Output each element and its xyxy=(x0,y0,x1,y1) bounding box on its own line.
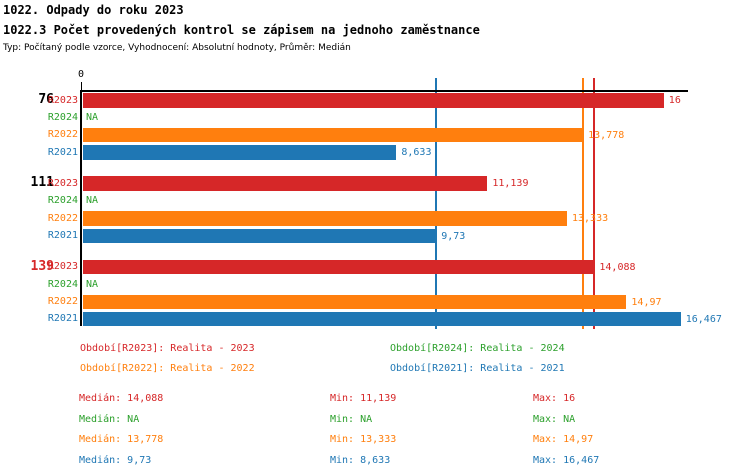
row-label-r2023: R2023 xyxy=(47,261,78,273)
bar-r2021 xyxy=(83,311,681,327)
bar-r2022 xyxy=(83,294,627,309)
group-label-111: 111 xyxy=(30,175,54,191)
stats-min-r2021: Min: 8,633 xyxy=(330,455,390,467)
stats-median-r2024: Medián: NA xyxy=(79,414,139,426)
axis-tick-zero xyxy=(80,82,82,90)
stats-median-label: Medián: xyxy=(79,434,128,445)
median-line-r2022 xyxy=(582,78,585,329)
stats-median-r2023: Medián: 14,088 xyxy=(79,393,163,405)
stats-max-label: Max: xyxy=(533,393,564,404)
stats-max-r2023: Max: 16 xyxy=(533,393,575,405)
bar-r2023 xyxy=(83,93,664,108)
group-label-76: 76 xyxy=(38,92,54,107)
row-label-r2021: R2021 xyxy=(47,313,78,325)
stats-row-2: Medián: 13,778 Min: 13,333 Max: 14,97 xyxy=(0,434,750,448)
axis-origin-label: 0 xyxy=(77,69,85,80)
bar-value-label: 13,333 xyxy=(571,213,609,225)
legend-item-r2024: Období[R2024]: Realita - 2024 xyxy=(390,343,565,354)
stats-max-value: 16,467 xyxy=(563,455,600,466)
stats-min-label: Min: xyxy=(330,414,361,425)
na-label: NA xyxy=(86,195,99,207)
stats-min-r2022: Min: 13,333 xyxy=(330,434,396,446)
group-label-139: 139 xyxy=(30,258,54,274)
na-label: NA xyxy=(86,278,99,290)
row-label-r2024: R2024 xyxy=(47,111,78,123)
stats-median-label: Medián: xyxy=(79,414,128,425)
stats-max-value: NA xyxy=(563,414,576,425)
stats-median-value: NA xyxy=(127,414,140,425)
bar-value-label: 14,97 xyxy=(631,296,662,308)
bar-r2023 xyxy=(83,176,488,191)
bar-r2022 xyxy=(83,211,567,226)
stats-median-r2021: Medián: 9,73 xyxy=(79,455,151,467)
stats-max-label: Max: xyxy=(533,414,564,425)
stats-min-label: Min: xyxy=(330,434,361,445)
na-label: NA xyxy=(86,111,99,123)
page-title: 1022. Odpady do roku 2023 xyxy=(3,3,184,17)
median-line-r2021 xyxy=(435,78,438,329)
stats-min-value: 13,333 xyxy=(360,434,397,445)
stats-min-label: Min: xyxy=(330,393,361,404)
legend-item-r2022: Období[R2022]: Realita - 2022 xyxy=(80,363,255,374)
row-label-r2022: R2022 xyxy=(47,129,78,141)
stats-min-value: 8,633 xyxy=(360,455,391,466)
x-axis-line xyxy=(80,90,688,92)
stats-median-r2022: Medián: 13,778 xyxy=(79,434,163,446)
bar-r2022 xyxy=(83,127,584,143)
row-label-r2023: R2023 xyxy=(47,177,78,189)
bar-value-label: 14,088 xyxy=(599,261,636,273)
row-label-r2021: R2021 xyxy=(47,230,78,241)
stats-max-r2022: Max: 14,97 xyxy=(533,434,593,446)
stats-median-value: 14,088 xyxy=(127,393,164,404)
bar-r2023 xyxy=(83,259,595,275)
row-label-r2022: R2022 xyxy=(47,296,78,307)
y-axis-line xyxy=(80,90,82,326)
stats-min-r2023: Min: 11,139 xyxy=(330,393,396,405)
stats-median-value: 9,73 xyxy=(127,455,152,466)
bar-r2021 xyxy=(83,145,397,160)
stats-median-label: Medián: xyxy=(79,455,128,466)
stats-row-0: Medián: 14,088 Min: 11,139 Max: 16 xyxy=(0,393,750,407)
bar-value-label: 9,73 xyxy=(441,230,466,242)
stats-min-value: 11,139 xyxy=(360,393,397,404)
row-label-r2021: R2021 xyxy=(47,146,78,158)
stats-max-r2021: Max: 16,467 xyxy=(533,455,599,467)
stats-max-r2024: Max: NA xyxy=(533,414,575,426)
stats-row-1: Medián: NA Min: NA Max: NA xyxy=(0,414,750,428)
legend-item-r2021: Období[R2021]: Realita - 2021 xyxy=(390,363,565,374)
stats-max-value: 16 xyxy=(563,393,576,404)
chart-meta-line: Typ: Počítaný podle vzorce, Vyhodnocení:… xyxy=(3,43,351,53)
legend-item-r2023: Období[R2023]: Realita - 2023 xyxy=(80,343,255,354)
bar-value-label: 8,633 xyxy=(401,147,432,159)
bar-value-label: 11,139 xyxy=(492,178,529,190)
bar-value-label: 13,778 xyxy=(588,129,625,141)
stats-max-label: Max: xyxy=(533,455,564,466)
stats-min-value: NA xyxy=(360,414,373,425)
stats-min-r2024: Min: NA xyxy=(330,414,372,426)
row-label-r2022: R2022 xyxy=(47,212,78,224)
stats-row-3: Medián: 9,73 Min: 8,633 Max: 16,467 xyxy=(0,455,750,469)
median-line-r2023 xyxy=(593,78,596,329)
stats-max-value: 14,97 xyxy=(563,434,594,445)
stats-median-value: 13,778 xyxy=(127,434,164,445)
chart-title: 1022.3 Počet provedených kontrol se zápi… xyxy=(3,23,480,37)
stats-min-label: Min: xyxy=(330,455,361,466)
row-label-r2024: R2024 xyxy=(47,278,78,290)
bar-value-label: 16,467 xyxy=(685,313,722,325)
bar-value-label: 16 xyxy=(668,95,681,106)
stats-median-label: Medián: xyxy=(79,393,128,404)
row-label-r2024: R2024 xyxy=(47,195,78,207)
row-label-r2023: R2023 xyxy=(47,94,78,106)
bar-r2021 xyxy=(83,228,437,243)
stats-max-label: Max: xyxy=(533,434,564,445)
